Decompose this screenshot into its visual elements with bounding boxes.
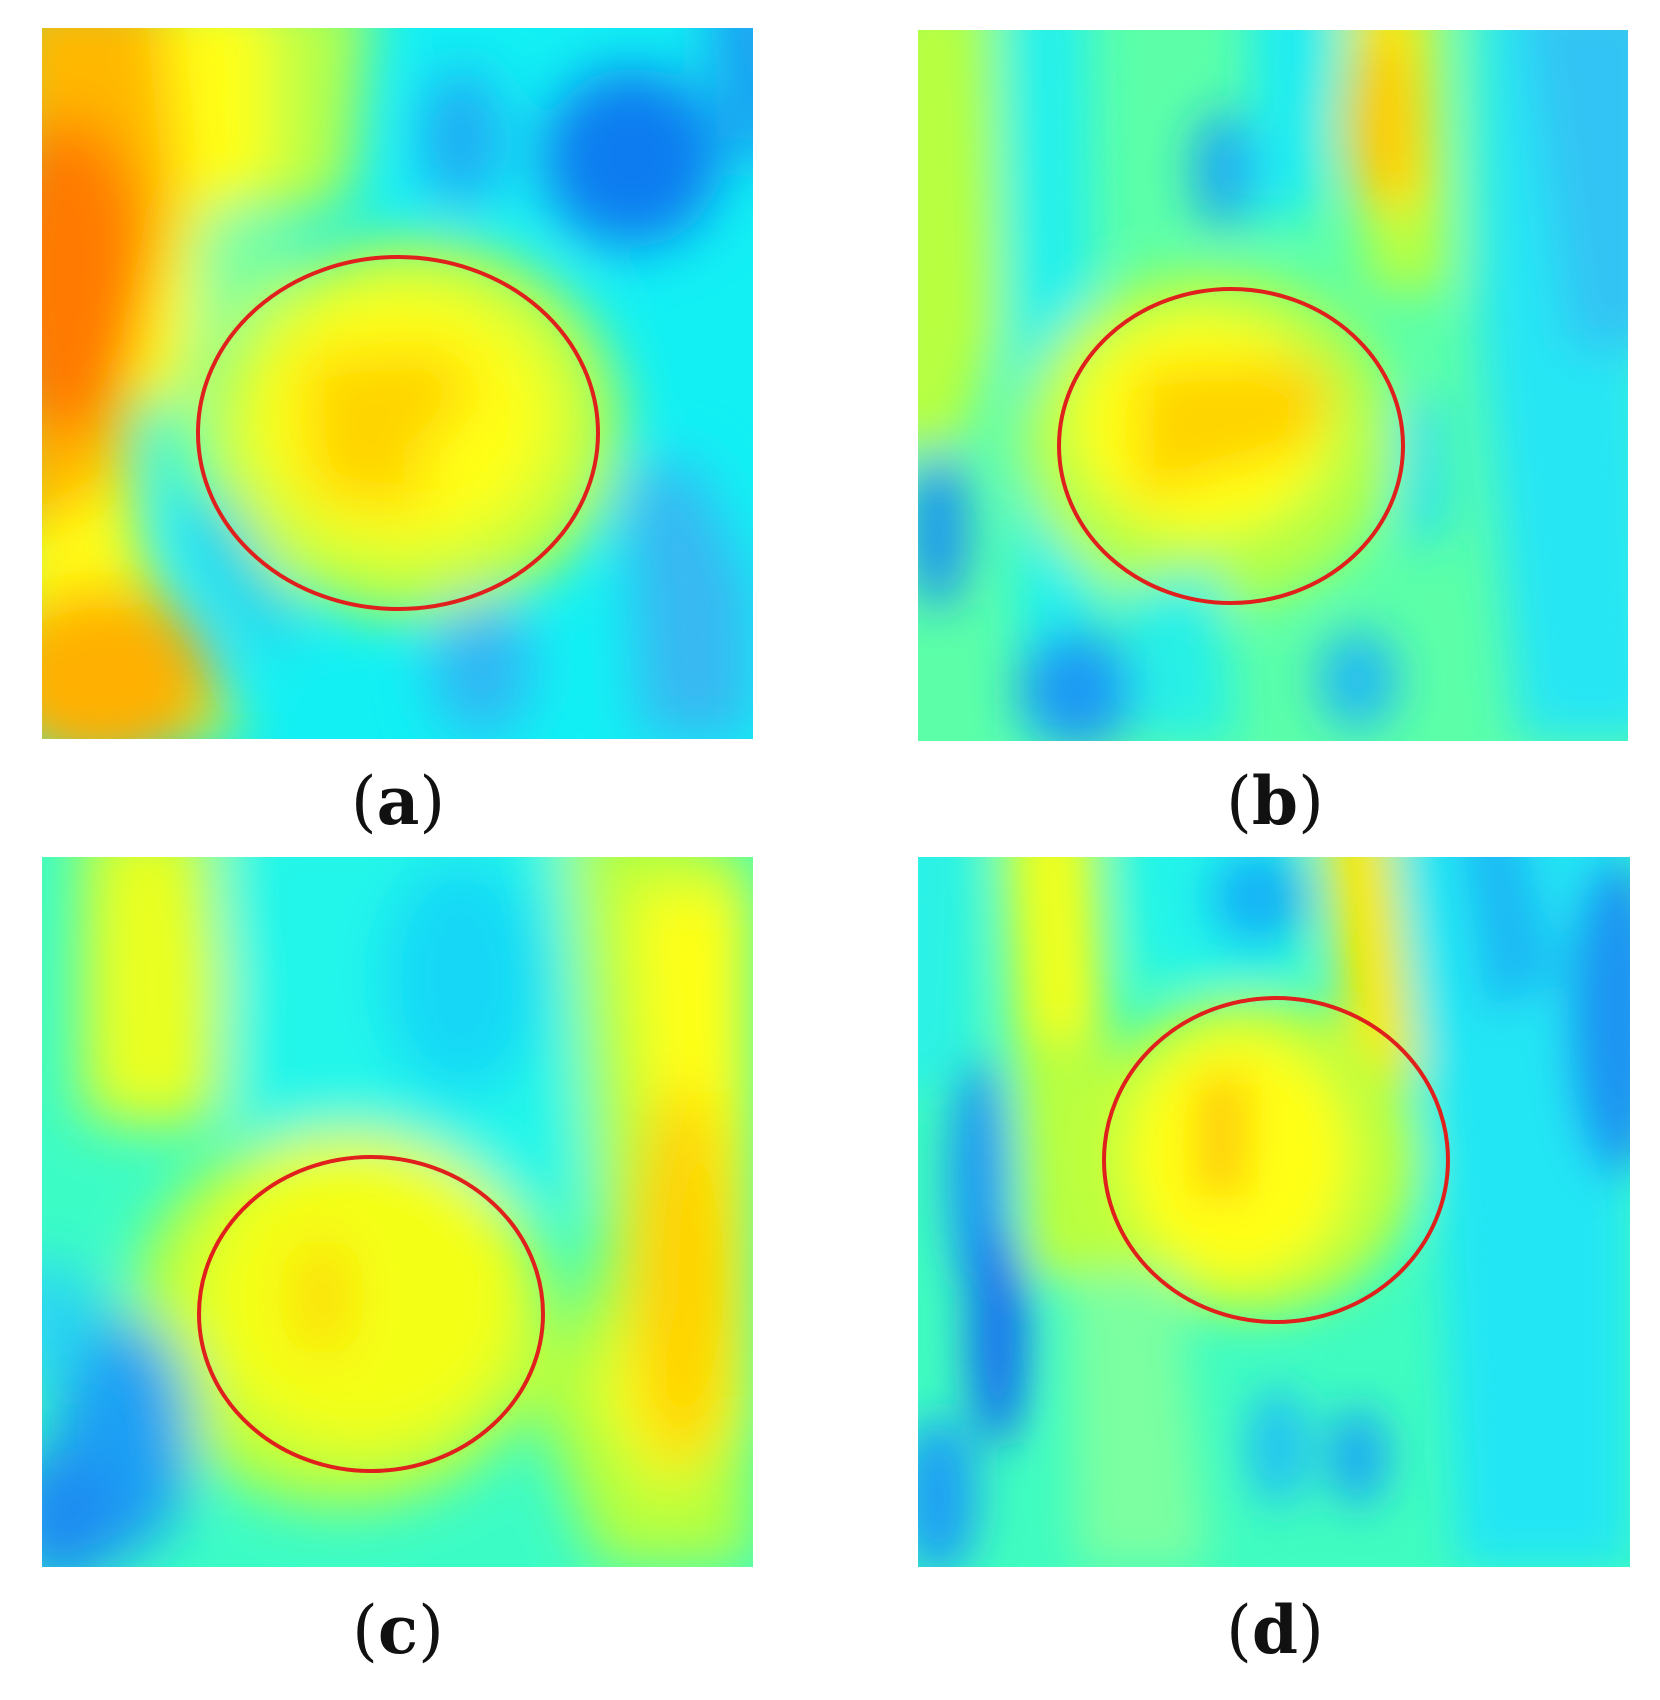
region-marker-circle: [1057, 287, 1405, 605]
heatmap-panel-d: [918, 857, 1630, 1567]
caption-d: (d): [1226, 1591, 1324, 1669]
heatmap-panel-b: [918, 30, 1628, 741]
heatmap-d-image: [918, 857, 1630, 1567]
region-marker-circle: [197, 1155, 545, 1473]
caption-b: (b): [1226, 762, 1324, 840]
region-marker-circle: [1102, 996, 1450, 1324]
heatmap-a-image: [42, 28, 753, 739]
caption-a: (a): [350, 762, 446, 840]
caption-c: (c): [352, 1591, 444, 1669]
caption-letter: b: [1251, 762, 1299, 840]
heatmap-panel-c: [42, 857, 753, 1567]
caption-letter: d: [1251, 1591, 1299, 1669]
region-marker-circle: [196, 255, 600, 611]
heatmap-panel-a: [42, 28, 753, 739]
heatmap-b-image: [918, 30, 1628, 741]
caption-letter: c: [377, 1591, 419, 1669]
caption-letter: a: [376, 762, 420, 840]
heatmap-c-image: [42, 857, 753, 1567]
